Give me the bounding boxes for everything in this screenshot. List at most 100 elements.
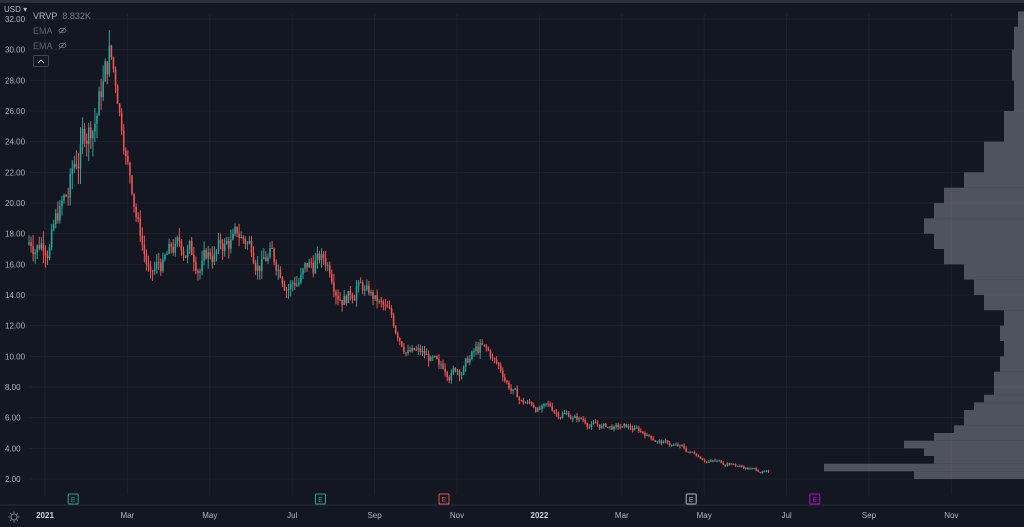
- candle-body: [712, 460, 714, 462]
- volume-profile-bar: [1000, 325, 1024, 341]
- candle-body: [572, 418, 574, 420]
- candle-body: [442, 364, 444, 369]
- candle-body: [598, 424, 601, 429]
- candle-body: [528, 401, 531, 403]
- candle-body: [230, 239, 232, 249]
- candle-body: [32, 246, 34, 254]
- candle-body: [683, 445, 685, 449]
- candle-body: [298, 282, 300, 285]
- eye-hidden-icon[interactable]: [58, 26, 67, 35]
- legend-vrvp[interactable]: VRVP 8.832K: [33, 8, 91, 23]
- candle-body: [578, 417, 580, 420]
- candle-body: [413, 348, 416, 350]
- candle-body: [104, 61, 107, 82]
- candle-body: [182, 250, 185, 256]
- candle-body: [479, 343, 481, 353]
- candle-body: [168, 243, 170, 254]
- candle-body: [763, 471, 766, 473]
- candle-body: [633, 428, 636, 431]
- candle-body: [139, 218, 142, 236]
- candle-body: [347, 291, 350, 304]
- candle-body: [740, 465, 743, 467]
- candle-body: [695, 453, 698, 457]
- candle-body: [135, 206, 137, 218]
- y-tick-label: 24.00: [5, 138, 26, 147]
- candle-body: [178, 237, 181, 241]
- legend-ema-2[interactable]: EMA: [33, 38, 91, 53]
- candle-body: [141, 235, 144, 245]
- earnings-marker-label: E: [689, 497, 694, 504]
- candle-body: [471, 351, 473, 360]
- candle-body: [621, 425, 624, 428]
- candle-body: [508, 382, 510, 389]
- gear-icon[interactable]: [8, 511, 20, 523]
- candle-body: [73, 163, 76, 169]
- candle-body: [363, 289, 366, 291]
- candle-body: [201, 260, 203, 272]
- candle-body: [265, 257, 267, 262]
- candle-body: [411, 348, 413, 352]
- candle-body: [221, 243, 224, 252]
- candle-body: [110, 45, 113, 58]
- candle-body: [452, 367, 455, 374]
- chevron-up-icon: [37, 59, 45, 64]
- volume-profile-bar: [914, 471, 1024, 479]
- candle-body: [510, 388, 512, 391]
- earnings-marker-label: E: [318, 497, 323, 504]
- candle-body: [308, 262, 310, 268]
- candle-body: [619, 426, 622, 428]
- candle-body: [543, 403, 545, 406]
- price-axis: 2.00 4.00 6.00 8.00 10.00 12.00 14.00 16.00 18.0…: [5, 15, 26, 484]
- candle-body: [357, 282, 360, 287]
- candle-body: [125, 150, 127, 157]
- candle-body: [611, 426, 613, 430]
- candle-body: [388, 307, 391, 309]
- candle-body: [75, 163, 78, 167]
- candle-body: [767, 470, 770, 472]
- candle-body: [160, 262, 162, 272]
- collapse-legend-button[interactable]: [33, 55, 49, 67]
- candle-body: [289, 283, 292, 289]
- legend-ema-1[interactable]: EMA: [33, 23, 91, 38]
- candle-body: [623, 423, 626, 426]
- candle-body: [662, 441, 665, 444]
- candle-body: [118, 103, 121, 113]
- currency-selector[interactable]: USD ▾: [4, 5, 28, 14]
- candle-body: [133, 193, 135, 207]
- candle-body: [337, 295, 339, 300]
- candle-body: [697, 456, 700, 458]
- candle-body: [213, 253, 216, 263]
- candle-body: [54, 213, 57, 225]
- volume-profile-bar: [1004, 111, 1024, 142]
- candle-body: [617, 424, 619, 427]
- eye-hidden-icon[interactable]: [58, 41, 67, 50]
- candle-body: [563, 413, 566, 415]
- candle-body: [637, 427, 640, 432]
- y-tick-label: 32.00: [5, 15, 26, 24]
- candle-body: [333, 282, 335, 292]
- candle-body: [460, 374, 463, 376]
- y-tick-label: 18.00: [5, 230, 26, 239]
- y-tick-label: 8.00: [5, 383, 21, 392]
- candle-body: [306, 262, 308, 268]
- candle-body: [240, 236, 242, 238]
- candle-body: [605, 423, 607, 427]
- candle-body: [574, 416, 576, 419]
- candle-body: [36, 245, 39, 253]
- candle-body: [532, 405, 535, 408]
- candle-body: [487, 347, 490, 351]
- candle-body: [518, 397, 521, 401]
- volume-profile-bar: [964, 417, 1024, 426]
- candle-body: [407, 350, 409, 354]
- earnings-marker-label: E: [442, 497, 447, 504]
- candle-body: [394, 326, 397, 334]
- candle-body: [285, 290, 288, 292]
- candle-body: [654, 440, 657, 442]
- candle-body: [131, 175, 133, 194]
- candle-body: [370, 292, 372, 294]
- x-tick-label: 2022: [531, 511, 549, 520]
- volume-profile-bar: [934, 433, 1024, 441]
- candle-body: [592, 422, 595, 425]
